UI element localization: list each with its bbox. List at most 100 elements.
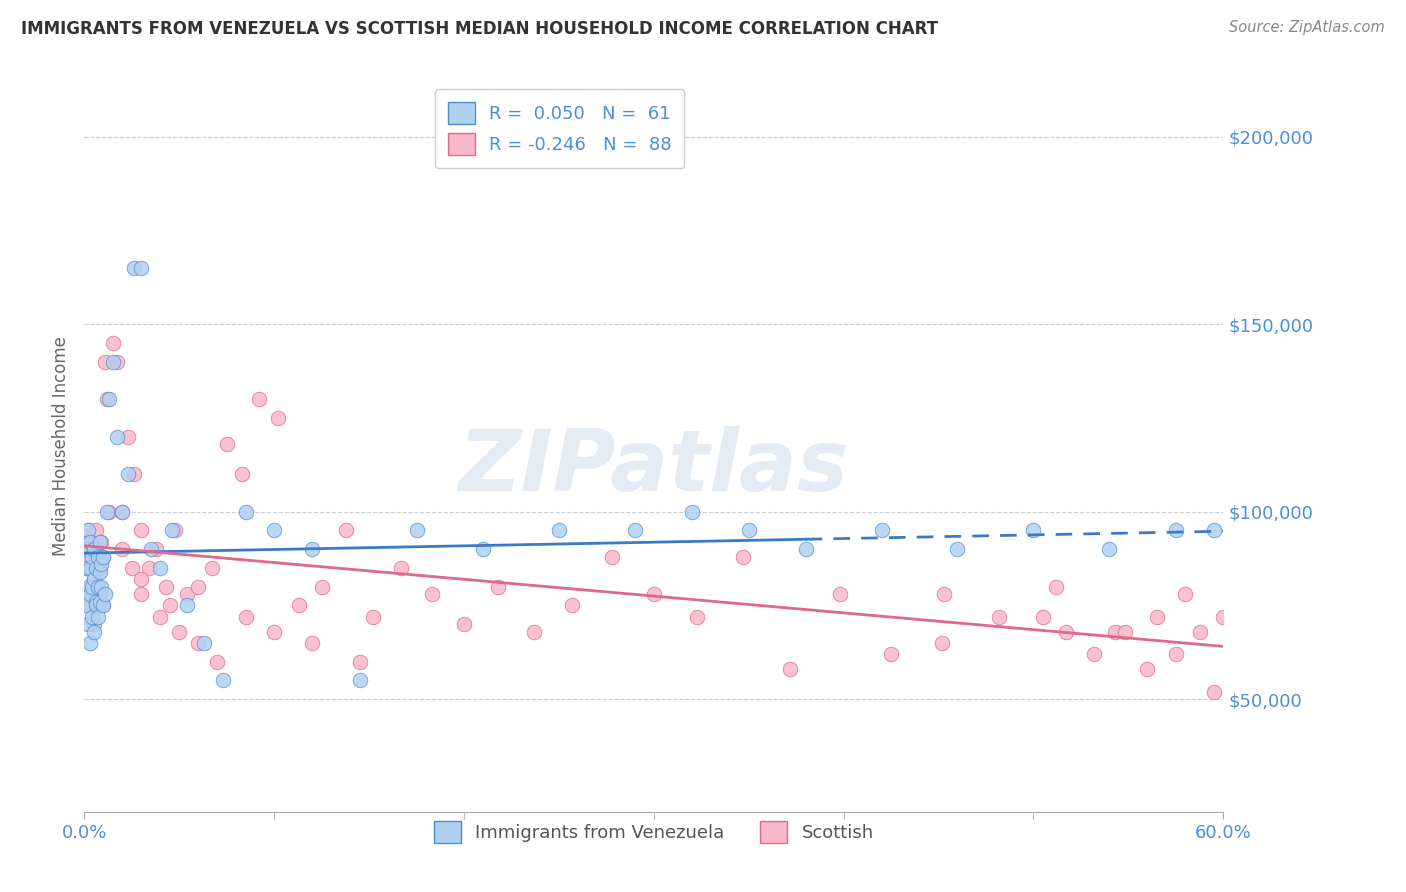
Point bbox=[79, 534, 101, 549]
Point bbox=[1174, 587, 1197, 601]
Point bbox=[523, 624, 546, 639]
Point bbox=[548, 524, 571, 538]
Point bbox=[77, 549, 100, 564]
Point bbox=[420, 587, 443, 601]
Point bbox=[105, 429, 128, 443]
Point bbox=[79, 636, 101, 650]
Point bbox=[187, 636, 209, 650]
Point bbox=[131, 587, 153, 601]
Point bbox=[155, 580, 177, 594]
Point bbox=[453, 617, 475, 632]
Point bbox=[75, 599, 97, 613]
Point bbox=[160, 524, 183, 538]
Point bbox=[335, 524, 357, 538]
Point bbox=[84, 599, 107, 613]
Text: IMMIGRANTS FROM VENEZUELA VS SCOTTISH MEDIAN HOUSEHOLD INCOME CORRELATION CHART: IMMIGRANTS FROM VENEZUELA VS SCOTTISH ME… bbox=[21, 20, 938, 37]
Point bbox=[79, 561, 101, 575]
Point bbox=[84, 549, 107, 564]
Point bbox=[96, 392, 118, 406]
Point bbox=[77, 617, 100, 632]
Point bbox=[75, 561, 97, 575]
Point bbox=[86, 580, 108, 594]
Point bbox=[86, 557, 108, 571]
Point bbox=[89, 534, 111, 549]
Point bbox=[200, 561, 222, 575]
Point bbox=[86, 580, 108, 594]
Point bbox=[301, 636, 323, 650]
Point bbox=[681, 505, 703, 519]
Point bbox=[80, 609, 103, 624]
Point bbox=[90, 534, 112, 549]
Point bbox=[235, 505, 257, 519]
Point bbox=[89, 595, 111, 609]
Point bbox=[870, 524, 893, 538]
Point bbox=[89, 561, 111, 575]
Point bbox=[105, 354, 128, 368]
Point bbox=[187, 580, 209, 594]
Point bbox=[165, 524, 187, 538]
Point bbox=[80, 587, 103, 601]
Point bbox=[288, 599, 311, 613]
Point bbox=[235, 609, 257, 624]
Point bbox=[624, 524, 647, 538]
Point bbox=[89, 587, 111, 601]
Point bbox=[301, 542, 323, 557]
Point bbox=[1054, 624, 1077, 639]
Point bbox=[93, 599, 115, 613]
Point bbox=[1202, 684, 1225, 698]
Point bbox=[361, 609, 384, 624]
Point bbox=[75, 561, 97, 575]
Point bbox=[80, 561, 103, 575]
Y-axis label: Median Household Income: Median Household Income bbox=[52, 336, 70, 556]
Point bbox=[83, 624, 105, 639]
Point bbox=[86, 609, 108, 624]
Point bbox=[779, 662, 801, 676]
Point bbox=[93, 549, 115, 564]
Point bbox=[231, 467, 253, 482]
Point bbox=[561, 599, 583, 613]
Point bbox=[880, 647, 903, 661]
Point bbox=[90, 557, 112, 571]
Point bbox=[122, 467, 145, 482]
Point bbox=[686, 609, 709, 624]
Point bbox=[101, 354, 124, 368]
Point bbox=[93, 599, 115, 613]
Text: ZIPatlas: ZIPatlas bbox=[458, 426, 849, 509]
Point bbox=[117, 467, 139, 482]
Point bbox=[94, 587, 117, 601]
Point bbox=[247, 392, 270, 406]
Point bbox=[93, 549, 115, 564]
Point bbox=[145, 542, 167, 557]
Point bbox=[96, 505, 118, 519]
Point bbox=[98, 392, 121, 406]
Point bbox=[263, 524, 285, 538]
Point bbox=[84, 595, 107, 609]
Point bbox=[77, 580, 100, 594]
Point bbox=[207, 655, 229, 669]
Point bbox=[83, 542, 105, 557]
Point bbox=[94, 354, 117, 368]
Point bbox=[83, 572, 105, 586]
Point bbox=[77, 524, 100, 538]
Point bbox=[75, 542, 97, 557]
Point bbox=[267, 410, 290, 425]
Legend: Immigrants from Venezuela, Scottish: Immigrants from Venezuela, Scottish bbox=[423, 810, 884, 854]
Point bbox=[738, 524, 761, 538]
Point bbox=[149, 609, 172, 624]
Point bbox=[731, 549, 754, 564]
Point bbox=[1136, 662, 1159, 676]
Point bbox=[1189, 624, 1212, 639]
Point bbox=[149, 561, 172, 575]
Point bbox=[176, 587, 198, 601]
Point bbox=[1104, 624, 1126, 639]
Point bbox=[121, 561, 143, 575]
Point bbox=[131, 572, 153, 586]
Point bbox=[1083, 647, 1105, 661]
Point bbox=[931, 636, 953, 650]
Point bbox=[111, 505, 134, 519]
Point bbox=[98, 505, 121, 519]
Point bbox=[1164, 524, 1187, 538]
Point bbox=[122, 260, 145, 275]
Point bbox=[117, 429, 139, 443]
Point bbox=[77, 524, 100, 538]
